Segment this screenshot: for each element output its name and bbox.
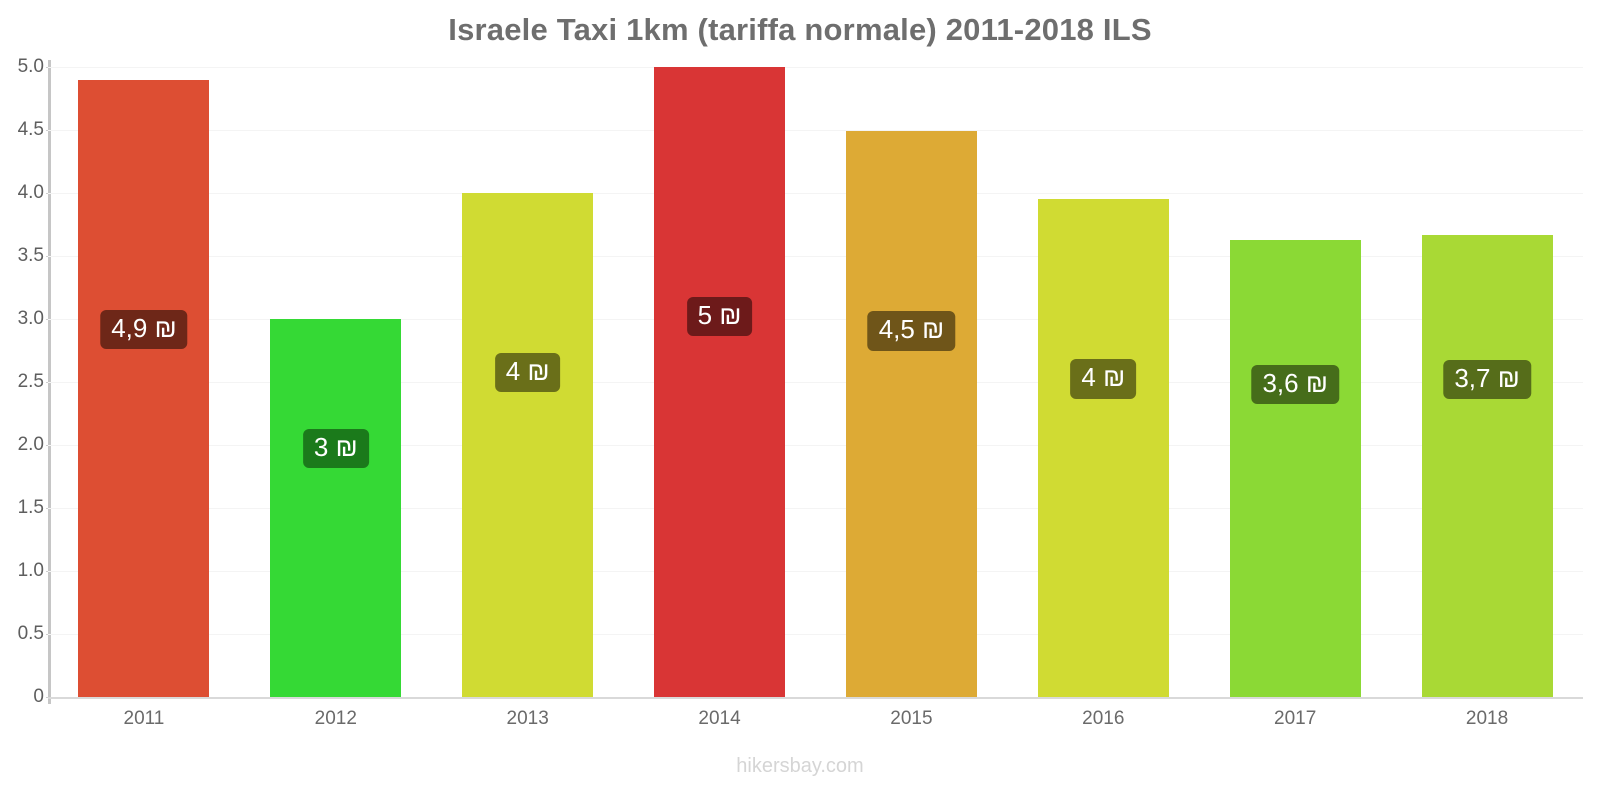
bar[interactable]: 3,6 ₪ bbox=[1229, 239, 1361, 697]
bar[interactable]: 3 ₪ bbox=[270, 319, 402, 697]
bar-value-label: 5 ₪ bbox=[686, 297, 753, 337]
bar[interactable]: 4 ₪ bbox=[462, 193, 594, 697]
gridline bbox=[48, 256, 1583, 257]
bar-rect bbox=[1037, 199, 1169, 697]
bar-rect bbox=[1421, 234, 1553, 697]
bar-rect bbox=[270, 319, 402, 697]
y-axis-tick-label: 0.5 bbox=[17, 623, 44, 644]
x-axis-tick-labels: 2011 2012 2013 2014 2015 2016 2017 2018 bbox=[0, 708, 1600, 738]
gridline bbox=[48, 130, 1583, 131]
gridline bbox=[48, 193, 1583, 194]
gridline bbox=[48, 634, 1583, 635]
y-axis-tick-label: 5.0 bbox=[17, 56, 44, 77]
gridline bbox=[48, 571, 1583, 572]
x-axis-tick-label: 2018 bbox=[1465, 708, 1509, 729]
bar-rect bbox=[78, 79, 210, 697]
x-axis-tick-label: 2017 bbox=[1274, 708, 1317, 729]
source-watermark: hikersbay.com bbox=[736, 755, 864, 777]
y-axis-tick-label: 1.0 bbox=[17, 560, 44, 581]
bar-rect bbox=[845, 131, 977, 697]
x-axis-tick-label: 2013 bbox=[506, 708, 549, 729]
bar[interactable]: 4 ₪ bbox=[1037, 199, 1169, 697]
x-axis-tick-label: 2016 bbox=[1082, 708, 1125, 729]
y-axis-tick-label: 4.0 bbox=[17, 182, 44, 203]
bar[interactable]: 3,7 ₪ bbox=[1421, 234, 1553, 697]
gridline bbox=[48, 319, 1583, 320]
gridline bbox=[48, 508, 1583, 509]
y-axis-tick-label: 2.5 bbox=[17, 371, 44, 392]
bar-value-label: 3,6 ₪ bbox=[1251, 364, 1339, 404]
gridline bbox=[48, 67, 1583, 68]
x-axis-tick-label: 2015 bbox=[890, 708, 933, 729]
bar-value-label: 3,7 ₪ bbox=[1443, 359, 1531, 399]
bar-value-label: 4 ₪ bbox=[1070, 359, 1137, 399]
x-axis-line bbox=[48, 697, 1583, 699]
bar[interactable]: 5 ₪ bbox=[654, 67, 786, 697]
bar-value-label: 3 ₪ bbox=[302, 429, 369, 469]
bar-rect bbox=[1229, 239, 1361, 697]
gridline bbox=[48, 382, 1583, 383]
bar-value-label: 4,5 ₪ bbox=[867, 311, 956, 351]
bar-series: 4,9 ₪ 3 ₪ 4 ₪ 5 ₪ 4,5 ₪ 4 ₪ 3,6 ₪ 3,7 ₪ bbox=[48, 67, 1583, 697]
bar-rect bbox=[654, 67, 786, 697]
bar-value-label: 4 ₪ bbox=[494, 353, 561, 393]
bar-value-label: 4,9 ₪ bbox=[100, 309, 188, 349]
y-axis-tick-label: 0 bbox=[33, 686, 44, 707]
y-axis-tick-labels: 0 0.5 1.0 1.5 2.0 2.5 3.0 3.5 4.0 4.5 5.0 bbox=[0, 0, 55, 800]
y-axis-tick-label: 4.5 bbox=[17, 119, 44, 140]
x-axis-tick-label: 2011 bbox=[123, 708, 165, 729]
bar-rect bbox=[462, 193, 594, 697]
bar[interactable]: 4,5 ₪ bbox=[845, 131, 977, 697]
x-axis-tick-label: 2012 bbox=[314, 708, 357, 729]
gridline bbox=[48, 445, 1583, 446]
chart-title: Israele Taxi 1km (tariffa normale) 2011-… bbox=[448, 12, 1152, 47]
plot-area: 4,9 ₪ 3 ₪ 4 ₪ 5 ₪ 4,5 ₪ 4 ₪ 3,6 ₪ 3,7 ₪ bbox=[48, 67, 1583, 698]
bar[interactable]: 4,9 ₪ bbox=[78, 79, 210, 697]
y-axis-tick-label: 2.0 bbox=[17, 434, 44, 455]
y-axis-tick-label: 1.5 bbox=[17, 497, 44, 518]
y-axis-tick-label: 3.0 bbox=[17, 308, 44, 329]
y-axis-tick-label: 3.5 bbox=[17, 245, 44, 266]
x-axis-tick-label: 2014 bbox=[698, 708, 741, 729]
